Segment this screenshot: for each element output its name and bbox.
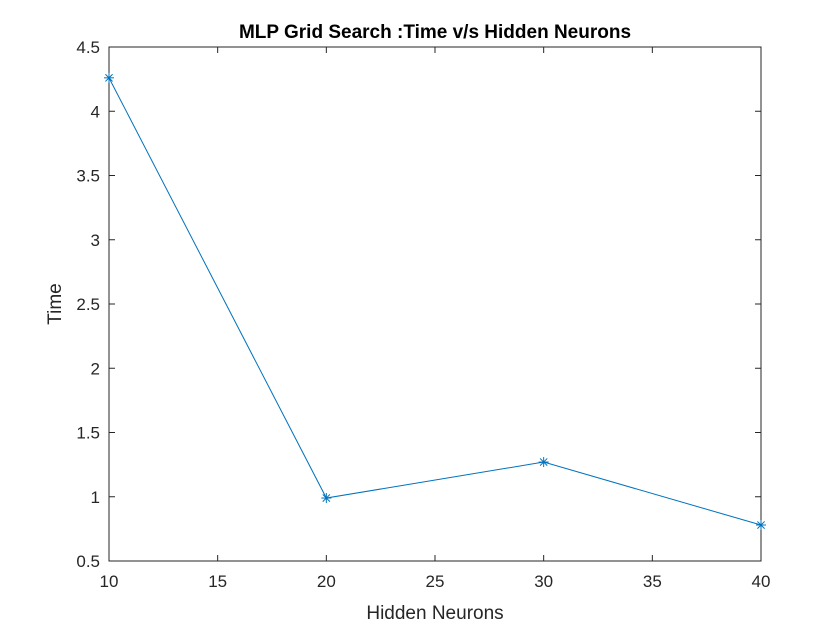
y-axis-label: Time — [45, 283, 66, 325]
y-tick-label: 3.5 — [76, 167, 100, 186]
y-tick-label: 4.5 — [76, 38, 100, 57]
chart-title: MLP Grid Search :Time v/s Hidden Neurons — [239, 22, 631, 43]
data-point-marker — [756, 520, 766, 531]
y-tick-label: 3 — [91, 231, 100, 250]
y-tick-label: 1 — [91, 488, 100, 507]
x-tick-label: 20 — [317, 572, 336, 591]
y-tick-label: 4 — [91, 102, 100, 121]
data-point-marker — [538, 457, 549, 468]
series-line — [108, 77, 762, 526]
x-tick-label: 30 — [534, 572, 553, 591]
plot-area — [108, 46, 762, 562]
x-tick-label: 40 — [752, 572, 771, 591]
y-tick-label: 1.5 — [76, 424, 100, 443]
y-tick-label: 2 — [91, 359, 100, 378]
y-tick-label: 2.5 — [76, 295, 100, 314]
x-axis-ticks: 10 15 20 25 30 35 40 — [100, 47, 771, 591]
y-axis-ticks: 0.5 1 1.5 2 2.5 3 3.5 4 4.5 — [76, 38, 761, 571]
x-axis-label: Hidden Neurons — [366, 603, 503, 624]
y-tick-label: 0.5 — [76, 552, 100, 571]
data-point-marker — [321, 493, 332, 504]
x-tick-label: 15 — [208, 572, 227, 591]
series-layer — [104, 72, 766, 531]
x-tick-label: 10 — [100, 572, 119, 591]
x-tick-label: 35 — [643, 572, 662, 591]
x-tick-label: 25 — [426, 572, 445, 591]
data-point-marker — [104, 72, 114, 83]
